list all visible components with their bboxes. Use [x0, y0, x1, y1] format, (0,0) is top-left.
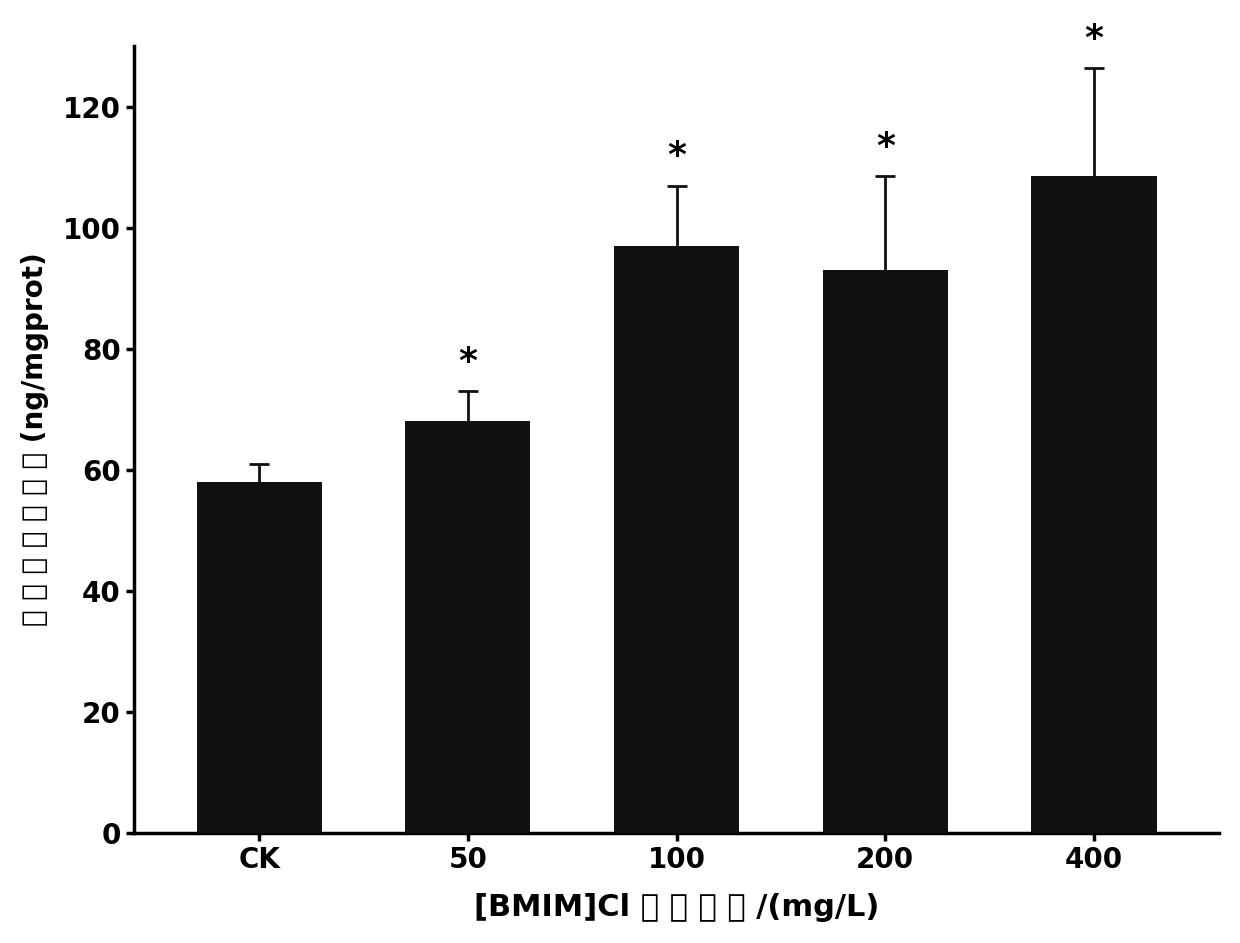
Bar	[822, 271, 947, 833]
X-axis label: [BMIM]Cl 暴 露 浓 度 /(mg/L): [BMIM]Cl 暴 露 浓 度 /(mg/L)	[474, 893, 879, 922]
Text: *: *	[1085, 22, 1104, 56]
Y-axis label: 膜 高 血 糖 素 含 量 (ng/mgprot): 膜 高 血 糖 素 含 量 (ng/mgprot)	[21, 253, 48, 626]
Bar	[1032, 176, 1157, 833]
Bar	[614, 246, 739, 833]
Text: *: *	[459, 345, 477, 379]
Text: *: *	[667, 140, 686, 174]
Bar	[405, 422, 531, 833]
Bar	[196, 482, 321, 833]
Text: *: *	[875, 130, 895, 164]
